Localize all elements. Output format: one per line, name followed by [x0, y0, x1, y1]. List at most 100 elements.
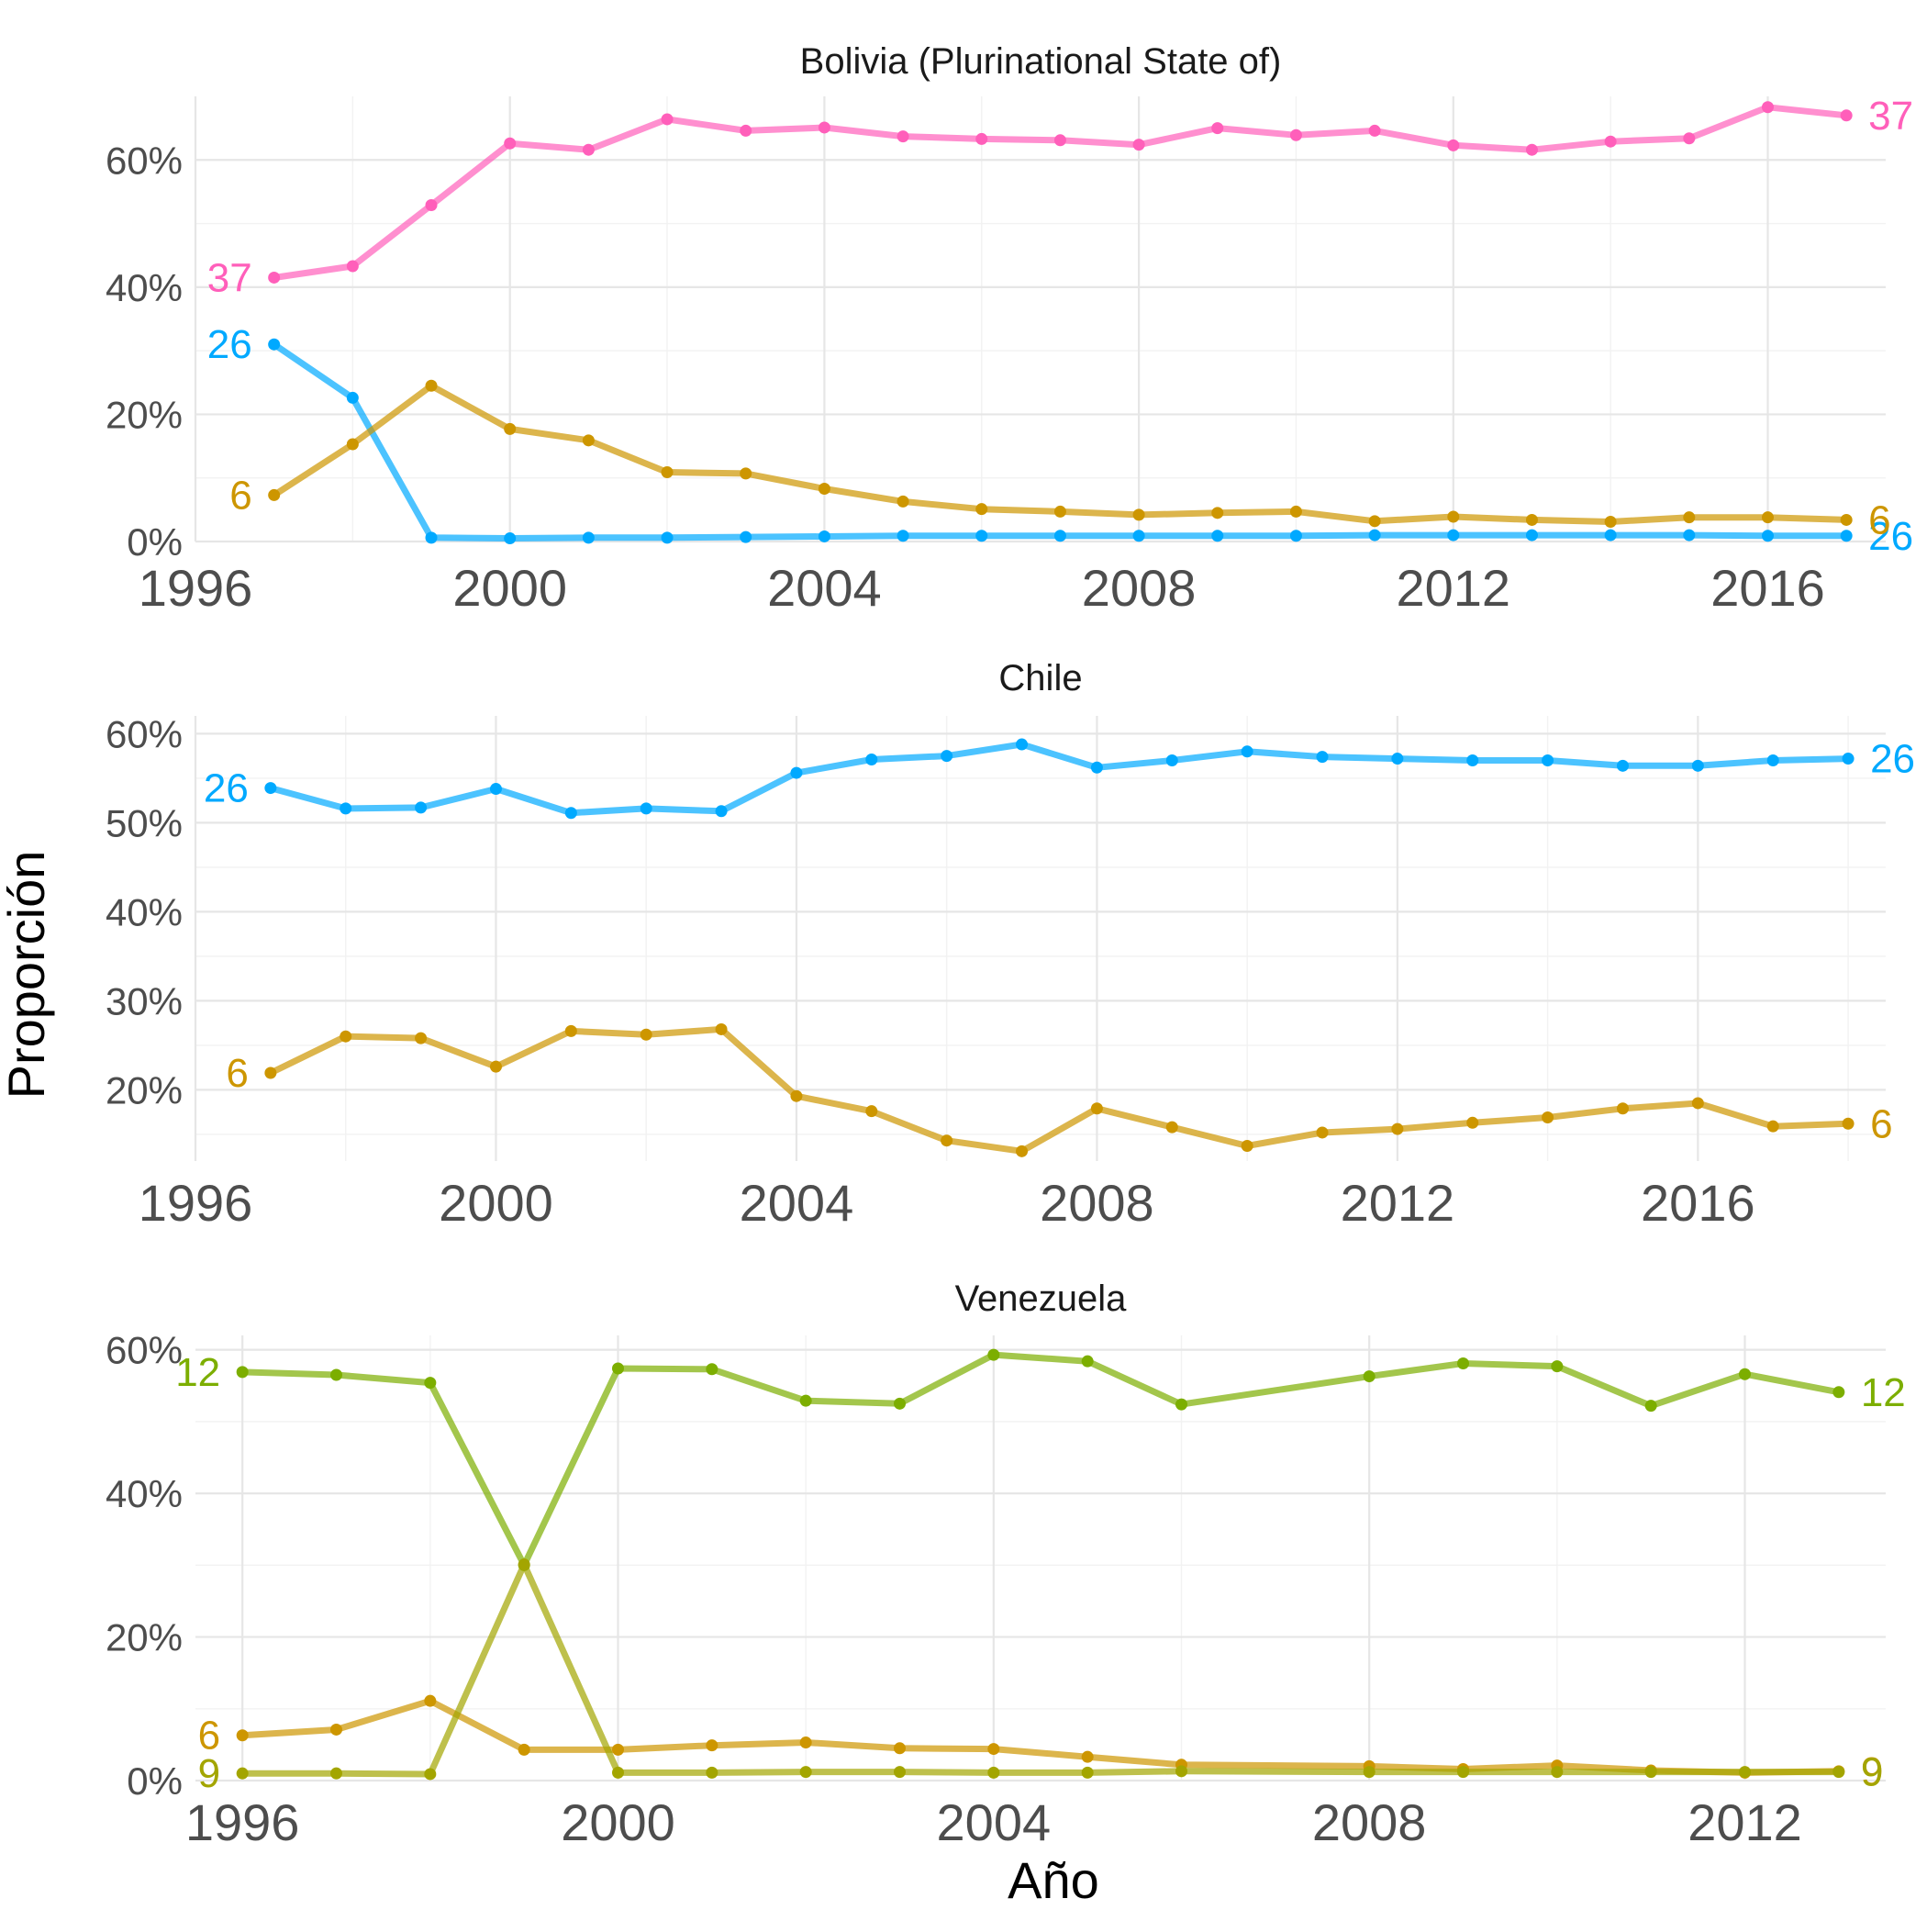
y-tick-label: 60%	[106, 1329, 183, 1372]
y-tick-label: 40%	[106, 1472, 183, 1515]
data-point	[504, 422, 517, 435]
x-tick-label: 2012	[1397, 559, 1511, 617]
data-point	[1289, 128, 1302, 141]
data-point	[236, 1366, 249, 1379]
data-point	[1766, 1120, 1779, 1133]
x-tick-label: 2000	[452, 559, 567, 617]
data-point	[236, 1729, 249, 1742]
data-point	[941, 1134, 953, 1147]
data-point	[330, 1767, 342, 1780]
data-point	[1832, 1766, 1845, 1779]
data-point	[1466, 754, 1479, 766]
data-point	[1525, 513, 1538, 526]
data-point	[1016, 1145, 1029, 1157]
series-end-label: 9	[1861, 1749, 1883, 1794]
data-point	[1542, 1111, 1554, 1123]
data-point	[1165, 1121, 1178, 1134]
data-point	[264, 1067, 277, 1079]
data-point	[425, 531, 438, 544]
data-point	[1132, 508, 1145, 521]
data-point	[415, 801, 428, 814]
data-point	[1691, 759, 1704, 772]
data-point	[489, 783, 502, 796]
y-tick-label: 30%	[106, 979, 183, 1022]
y-tick-label: 20%	[106, 1616, 183, 1659]
data-point	[1316, 1126, 1329, 1139]
series-start-label: 26	[204, 766, 249, 811]
series-line	[239, 1561, 1843, 1778]
x-tick-label: 2008	[1312, 1793, 1427, 1851]
series-line	[267, 741, 1852, 817]
series-end-label: 26	[1870, 737, 1915, 782]
data-point	[894, 1742, 906, 1755]
data-point	[268, 338, 281, 351]
data-point	[489, 1060, 502, 1073]
series-start-label: 37	[207, 255, 252, 300]
data-point	[975, 503, 988, 516]
series-start-label: 6	[229, 473, 251, 518]
data-point	[740, 124, 752, 137]
data-point	[1761, 511, 1774, 524]
data-point	[1525, 143, 1538, 156]
data-point	[1683, 511, 1696, 524]
data-point	[1175, 1398, 1187, 1411]
x-tick-label: 2016	[1641, 1174, 1755, 1232]
x-tick-label: 2008	[1040, 1174, 1154, 1232]
data-point	[865, 1105, 878, 1118]
series-2: 69	[198, 1694, 1883, 1794]
data-point	[518, 1743, 530, 1756]
x-tick-label: 2004	[937, 1793, 1052, 1851]
y-tick-label: 50%	[106, 801, 183, 844]
data-point	[1840, 530, 1853, 542]
data-point	[564, 1024, 577, 1037]
data-point	[1211, 530, 1224, 542]
data-point	[1525, 529, 1538, 542]
data-point	[1132, 139, 1145, 151]
data-point	[790, 766, 803, 779]
data-point	[1466, 1116, 1479, 1129]
data-point	[799, 1394, 812, 1407]
data-point	[425, 379, 438, 392]
series-2: 26 26	[207, 322, 1913, 559]
data-point	[424, 1768, 437, 1781]
data-point	[818, 482, 830, 495]
x-tick-label: 2016	[1710, 559, 1825, 617]
panel-title: Venezuela	[955, 1279, 1128, 1319]
data-point	[740, 530, 752, 543]
data-point	[799, 1766, 812, 1779]
data-point	[1368, 124, 1381, 137]
data-point	[1616, 1102, 1629, 1115]
series-end-label: 37	[1868, 94, 1913, 139]
data-point	[1165, 754, 1178, 766]
series-end-label: 6	[1870, 1101, 1892, 1146]
data-point	[740, 467, 752, 480]
data-point	[1447, 139, 1460, 151]
data-point	[865, 754, 878, 766]
panel-3: 0% 20% 40% 60% 1996 2000 2004 2008 2012 Venezuela…	[106, 1279, 1906, 1851]
data-point	[894, 1397, 906, 1410]
data-point	[504, 532, 517, 545]
data-point	[612, 1362, 624, 1375]
data-point	[1241, 1140, 1253, 1153]
data-point	[564, 807, 577, 820]
series-1: 37 37	[207, 94, 1913, 301]
data-point	[1132, 530, 1145, 542]
data-point	[897, 530, 909, 542]
data-point	[1840, 513, 1853, 526]
data-point	[640, 802, 652, 815]
data-point	[1081, 1355, 1094, 1368]
data-point	[1766, 754, 1779, 766]
data-point	[1832, 1386, 1845, 1399]
data-point	[1090, 761, 1103, 774]
data-point	[975, 132, 988, 145]
data-point	[894, 1766, 906, 1779]
data-point	[340, 1030, 352, 1043]
y-tick-label: 20%	[106, 1068, 183, 1111]
series-start-label: 26	[207, 322, 252, 367]
data-point	[1053, 505, 1066, 518]
y-tick-label: 60%	[106, 139, 183, 182]
data-point	[706, 1766, 718, 1779]
data-point	[1683, 132, 1696, 145]
series-line	[239, 1351, 1843, 1569]
